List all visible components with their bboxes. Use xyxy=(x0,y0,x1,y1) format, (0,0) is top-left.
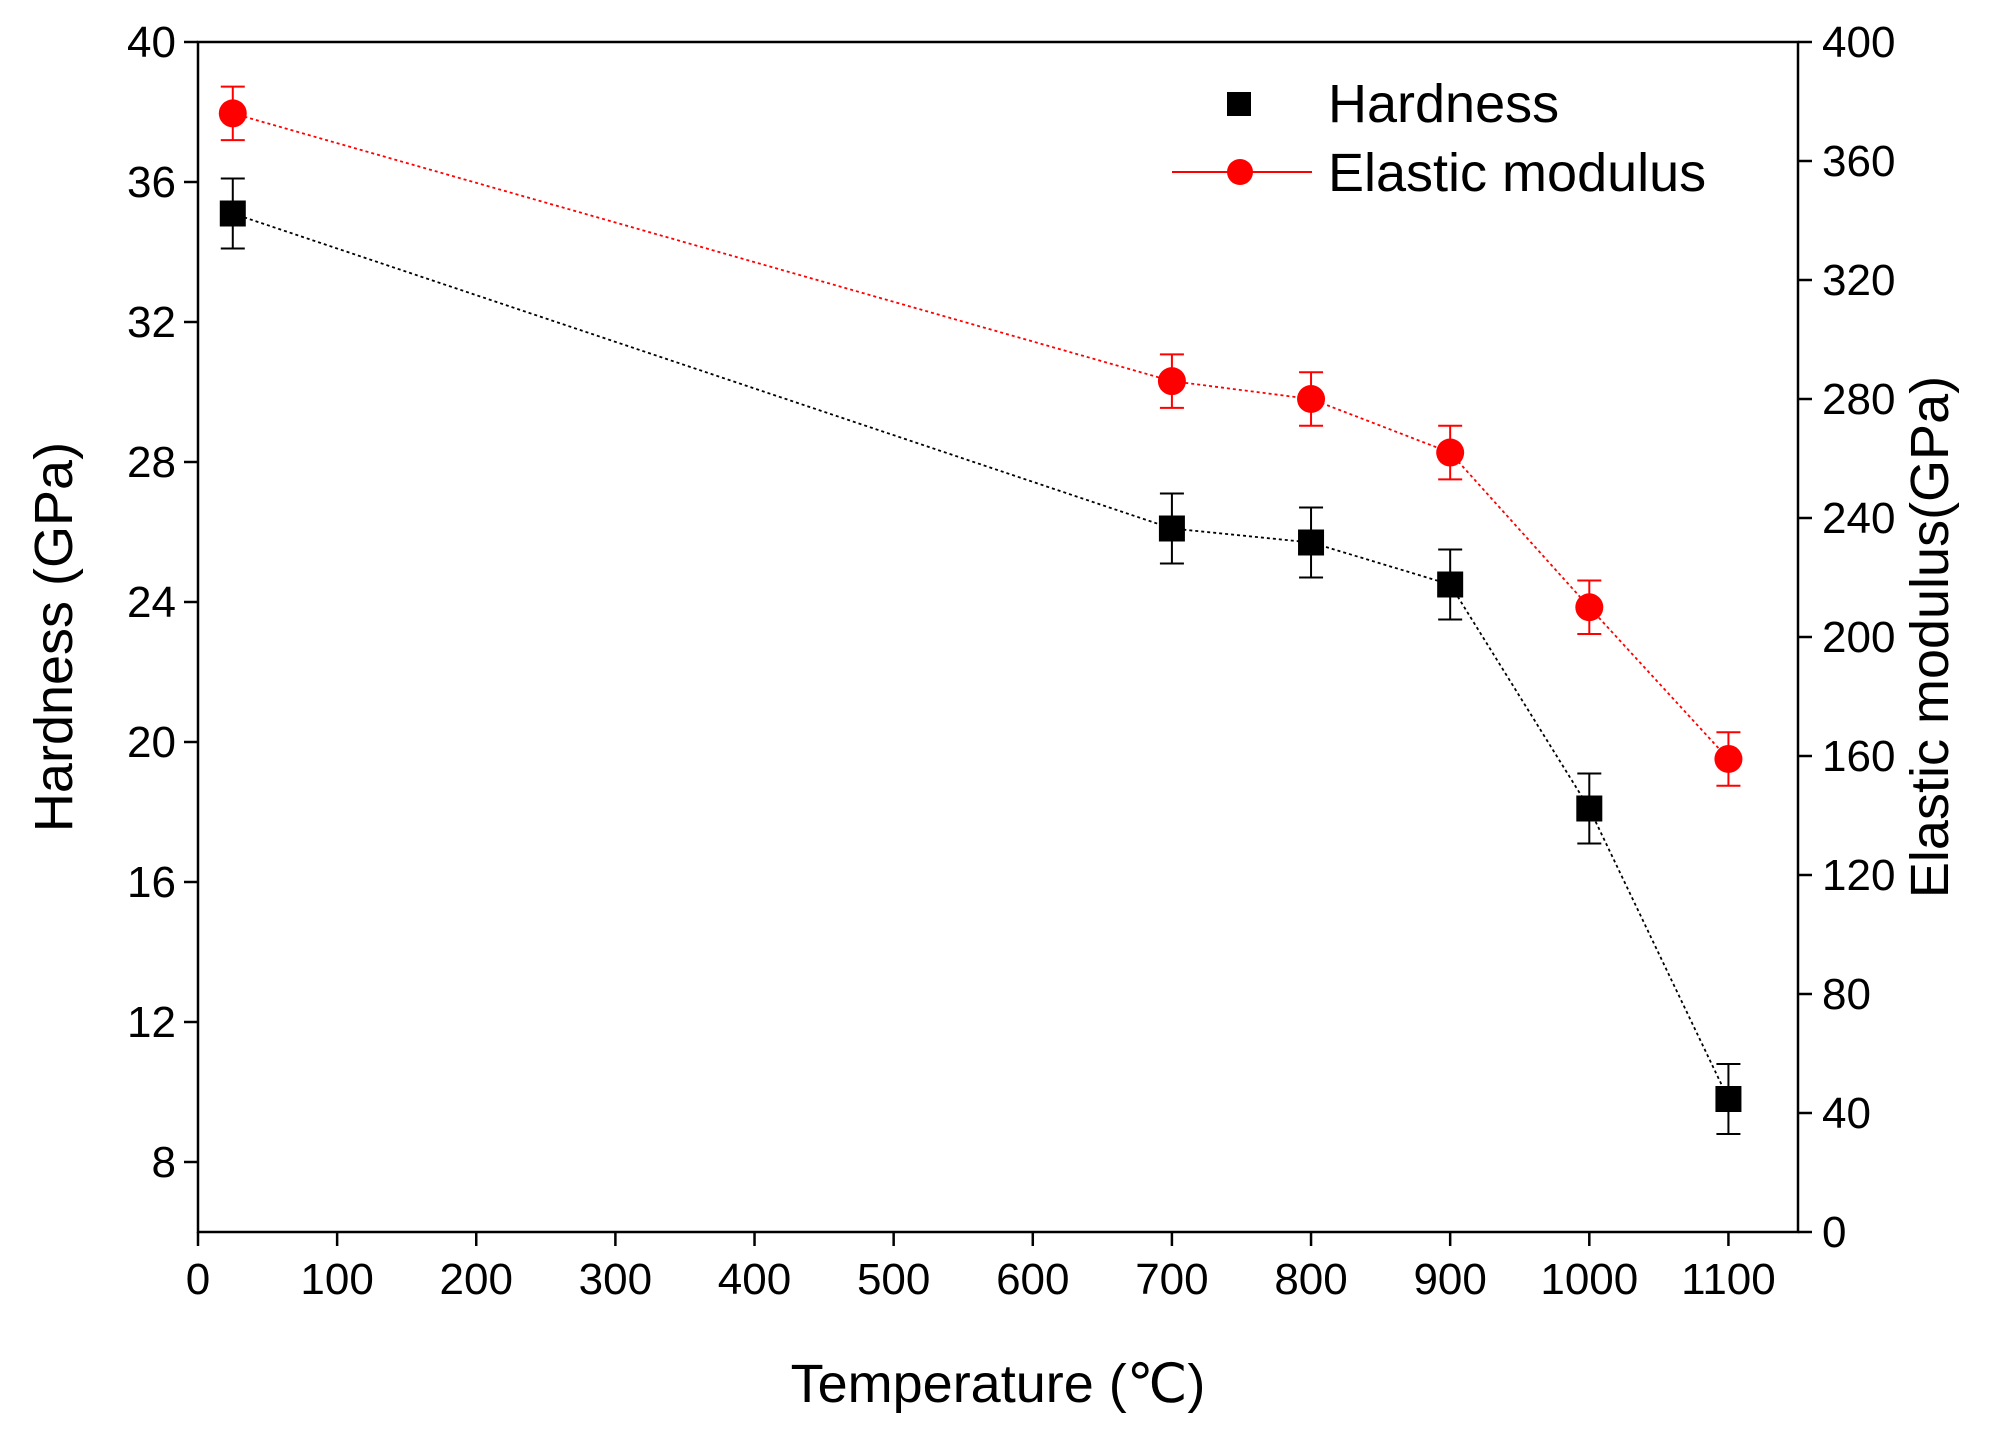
x-tick-label: 1000 xyxy=(1540,1255,1638,1304)
y-tick-label: 12 xyxy=(127,998,176,1047)
legend-marker-elastic-modulus xyxy=(1227,159,1253,185)
y-tick-label: 16 xyxy=(127,858,176,907)
elastic-modulus-point xyxy=(1157,367,1186,396)
x-tick-label: 600 xyxy=(996,1255,1069,1304)
elastic-modulus-point xyxy=(218,99,247,128)
x-tick-label: 200 xyxy=(440,1255,513,1304)
elastic-modulus-point xyxy=(1297,385,1326,413)
elastic-modulus-point xyxy=(1436,438,1465,467)
x-tick-label: 900 xyxy=(1413,1255,1486,1304)
hardness-point xyxy=(219,200,246,227)
elastic-modulus-point xyxy=(1575,593,1604,622)
y-axis-label: Hardness (GPa) xyxy=(24,442,84,832)
x-axis-label: Temperature (℃) xyxy=(791,1354,1206,1414)
elastic-modulus-line xyxy=(232,112,1730,760)
y-axis-ticks: 8 12 16 20 24 28 32 36 40 xyxy=(127,18,198,1187)
series-layer xyxy=(218,85,1743,1135)
hardness-point xyxy=(1437,571,1464,598)
y-right-tick-label: 240 xyxy=(1822,494,1895,543)
x-tick-label: 700 xyxy=(1135,1255,1208,1304)
y-tick-label: 32 xyxy=(127,298,176,347)
y-right-tick-label: 200 xyxy=(1822,613,1895,662)
y-right-tick-label: 80 xyxy=(1822,970,1871,1019)
x-tick-label: 300 xyxy=(579,1255,652,1304)
legend: Hardness Elastic modulus xyxy=(1172,74,1706,203)
x-tick-label: 1100 xyxy=(1681,1255,1776,1304)
y-right-tick-label: 360 xyxy=(1822,137,1895,186)
y-right-axis-ticks: 0 40 80 120 160 200 240 280 320 360 400 xyxy=(1798,18,1895,1257)
hardness-line xyxy=(232,212,1730,1100)
hardness-point xyxy=(1158,515,1185,542)
y-right-tick-label: 280 xyxy=(1822,375,1895,424)
y-tick-label: 40 xyxy=(127,18,176,67)
y-right-tick-label: 120 xyxy=(1822,851,1895,900)
hardness-point xyxy=(1576,795,1603,822)
hardness-point xyxy=(1298,529,1325,556)
hardness-point xyxy=(1715,1086,1742,1112)
y-tick-label: 24 xyxy=(127,578,176,627)
elastic-modulus-point xyxy=(1714,744,1743,773)
legend-label-hardness: Hardness xyxy=(1328,74,1559,134)
x-tick-label: 800 xyxy=(1274,1255,1347,1304)
x-tick-label: 400 xyxy=(718,1255,791,1304)
y-tick-label: 36 xyxy=(127,158,176,207)
x-tick-label: 500 xyxy=(857,1255,930,1304)
legend-label-elastic-modulus: Elastic modulus xyxy=(1328,143,1706,203)
y-right-tick-label: 0 xyxy=(1822,1208,1846,1257)
y-right-tick-label: 40 xyxy=(1822,1089,1871,1138)
plot-frame xyxy=(196,40,1800,1234)
x-tick-label: 0 xyxy=(186,1255,210,1304)
x-tick-label: 100 xyxy=(300,1255,373,1304)
y-tick-label: 28 xyxy=(127,438,176,487)
y-tick-label: 20 xyxy=(127,718,176,767)
legend-marker-hardness xyxy=(1227,92,1251,116)
y-right-tick-label: 320 xyxy=(1822,256,1895,305)
x-axis-ticks: 0 100 200 300 400 500 600 700 800 900 1000 1100 xyxy=(186,1232,1776,1304)
y-right-tick-label: 400 xyxy=(1822,18,1895,67)
y-right-tick-label: 160 xyxy=(1822,732,1895,781)
y-tick-label: 8 xyxy=(152,1138,176,1187)
y-right-axis-label: Elastic modulus(GPa) xyxy=(1900,376,1960,898)
